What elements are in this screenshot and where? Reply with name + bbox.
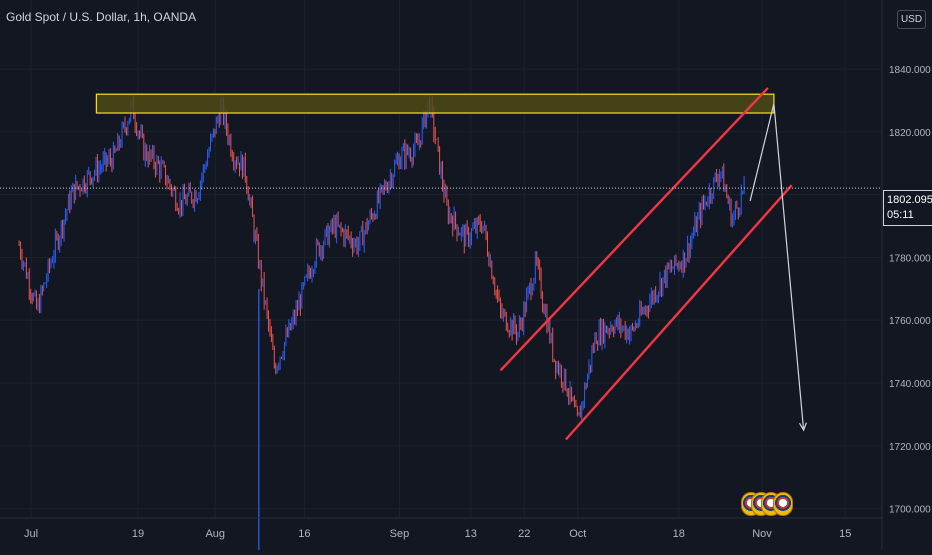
y-tick-label: 1700.000	[889, 505, 931, 516]
x-tick-label: 19	[132, 528, 144, 540]
x-tick-label: 16	[298, 528, 310, 540]
projection-arrowhead	[798, 422, 807, 432]
symbol-title: Gold Spot / U.S. Dollar, 1h, OANDA	[6, 10, 197, 24]
x-tick-label: Oct	[569, 528, 586, 540]
projection-path	[749, 103, 805, 431]
x-tick-label: 13	[465, 528, 477, 540]
us-flag-coins-icon[interactable]	[741, 490, 795, 518]
currency-button[interactable]: USD	[897, 10, 926, 29]
resistance-zone	[95, 93, 775, 114]
last-price-tag: 1802.095 05:11	[883, 190, 932, 226]
x-tick-label: 22	[518, 528, 530, 540]
x-tick-label: Jul	[24, 528, 38, 540]
candlestick-series	[18, 93, 745, 555]
flag-coin-icon	[773, 492, 793, 516]
y-tick-label: 1760.000	[889, 316, 931, 327]
last-price-value: 1802.095	[887, 194, 932, 206]
x-tick-label: 18	[673, 528, 685, 540]
channel-upper-line	[499, 87, 769, 372]
grid-lines	[0, 0, 882, 518]
y-tick-label: 1820.000	[889, 128, 931, 139]
y-tick-label: 1780.000	[889, 253, 931, 264]
x-tick-label: Sep	[390, 528, 410, 540]
drawings-layer[interactable]	[0, 87, 882, 441]
bar-countdown: 05:11	[887, 209, 914, 221]
x-tick-label: 15	[839, 528, 851, 540]
y-tick-label: 1720.000	[889, 442, 931, 453]
y-tick-label: 1740.000	[889, 379, 931, 390]
y-tick-label: 1840.000	[889, 65, 931, 76]
channel-lower-line	[564, 184, 793, 441]
x-tick-label: Aug	[205, 528, 225, 540]
x-tick-label: Nov	[752, 528, 772, 540]
